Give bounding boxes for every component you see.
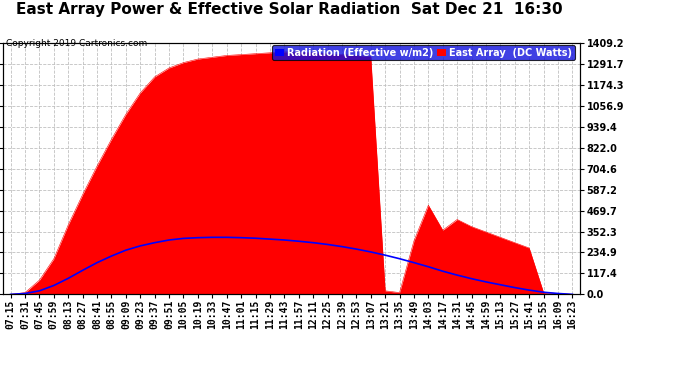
Legend: Radiation (Effective w/m2), East Array  (DC Watts): Radiation (Effective w/m2), East Array (… [273, 45, 575, 60]
Text: Copyright 2019 Cartronics.com: Copyright 2019 Cartronics.com [6, 39, 147, 48]
Text: East Array Power & Effective Solar Radiation  Sat Dec 21  16:30: East Array Power & Effective Solar Radia… [17, 2, 563, 17]
